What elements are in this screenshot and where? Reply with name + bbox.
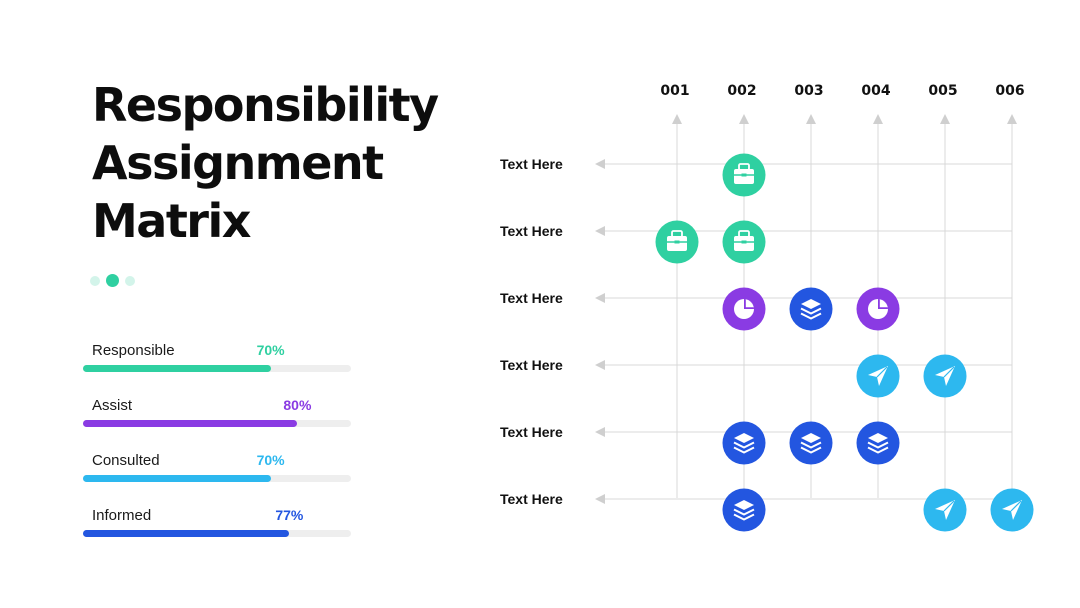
legend-label: Informed [92, 507, 152, 524]
column-arrow-icon [806, 114, 816, 124]
column-label: 004 [861, 83, 890, 99]
matrix-cell-1-1 [722, 220, 766, 264]
matrix-cell-0-1 [722, 153, 766, 197]
row-arrow-icon [595, 494, 605, 504]
send-icon [935, 500, 955, 520]
progress-track [83, 475, 351, 482]
layers-icon [867, 433, 889, 454]
matrix-cell-5-1 [722, 488, 766, 532]
row-arrow-icon [595, 427, 605, 437]
row-label: Text Here [500, 223, 563, 239]
progress-track [83, 530, 351, 537]
progress-track [83, 365, 351, 372]
column-label: 003 [794, 83, 823, 99]
matrix-cell-1-0 [655, 220, 699, 264]
progress-fill [83, 530, 290, 537]
progress-track [83, 420, 351, 427]
title-line-1: Responsibility [92, 78, 439, 132]
matrix-cell-4-3 [856, 421, 900, 465]
pie-chart-icon [868, 299, 888, 319]
matrix-cell-4-1 [722, 421, 766, 465]
pie-chart-icon [734, 299, 754, 319]
progress-fill [83, 475, 271, 482]
progress-fill [83, 365, 271, 372]
column-arrow-icon [873, 114, 883, 124]
row-arrow-icon [595, 226, 605, 236]
row-arrow-icon [595, 293, 605, 303]
legend-item-informed: Informed 77% [83, 505, 351, 560]
column-label: 005 [928, 83, 957, 99]
legend-percent: 70% [256, 452, 285, 468]
title-line-2: Assignment [92, 136, 384, 190]
title-line-3: Matrix [92, 194, 251, 248]
layers-icon [800, 299, 822, 320]
legend-label: Assist [92, 397, 133, 414]
row-arrow-icon [595, 360, 605, 370]
column-label: 002 [727, 83, 756, 99]
briefcase-icon [734, 230, 754, 251]
column-arrow-icon [739, 114, 749, 124]
pager-dot-1[interactable] [90, 275, 100, 286]
row-label: Text Here [500, 156, 563, 172]
row-label: Text Here [500, 491, 563, 507]
legend-percent: 80% [283, 397, 312, 413]
matrix-cell-2-2 [789, 287, 833, 331]
briefcase-icon [667, 230, 687, 251]
layers-icon [733, 433, 755, 454]
row-arrow-icon [595, 159, 605, 169]
column-label: 001 [660, 83, 689, 99]
legend-progress-list: Responsible 70% Assist 80% Consulted 70% Infor… [83, 340, 351, 560]
matrix-cell-4-2 [789, 421, 833, 465]
column-arrow-icon [940, 114, 950, 124]
send-icon [868, 366, 888, 386]
matrix-cell-2-1 [722, 287, 766, 331]
page-indicator [90, 274, 135, 287]
row-label: Text Here [500, 357, 563, 373]
legend-percent: 70% [256, 342, 285, 358]
pager-dot-2[interactable] [106, 274, 119, 287]
column-arrow-icon [672, 114, 682, 124]
row-label: Text Here [500, 290, 563, 306]
matrix-cell-2-3 [856, 287, 900, 331]
briefcase-icon [734, 163, 754, 184]
send-icon [1002, 500, 1022, 520]
send-icon [935, 366, 955, 386]
legend-label: Consulted [92, 452, 160, 469]
row-label: Text Here [500, 424, 563, 440]
layers-icon [733, 500, 755, 521]
progress-fill [83, 420, 298, 427]
matrix-cell-3-4 [923, 354, 967, 398]
column-arrow-icon [1007, 114, 1017, 124]
matrix-cell-3-3 [856, 354, 900, 398]
legend-item-assist: Assist 80% [83, 395, 351, 450]
layers-icon [800, 433, 822, 454]
page-title: Responsibility Assignment Matrix [92, 76, 439, 250]
legend-percent: 77% [275, 507, 304, 523]
pager-dot-3[interactable] [125, 275, 135, 286]
legend-label: Responsible [92, 342, 175, 359]
legend-item-consulted: Consulted 70% [83, 450, 351, 505]
matrix-cell-5-5 [990, 488, 1034, 532]
matrix-cell-5-4 [923, 488, 967, 532]
column-label: 006 [995, 83, 1024, 99]
legend-item-responsible: Responsible 70% [83, 340, 351, 395]
